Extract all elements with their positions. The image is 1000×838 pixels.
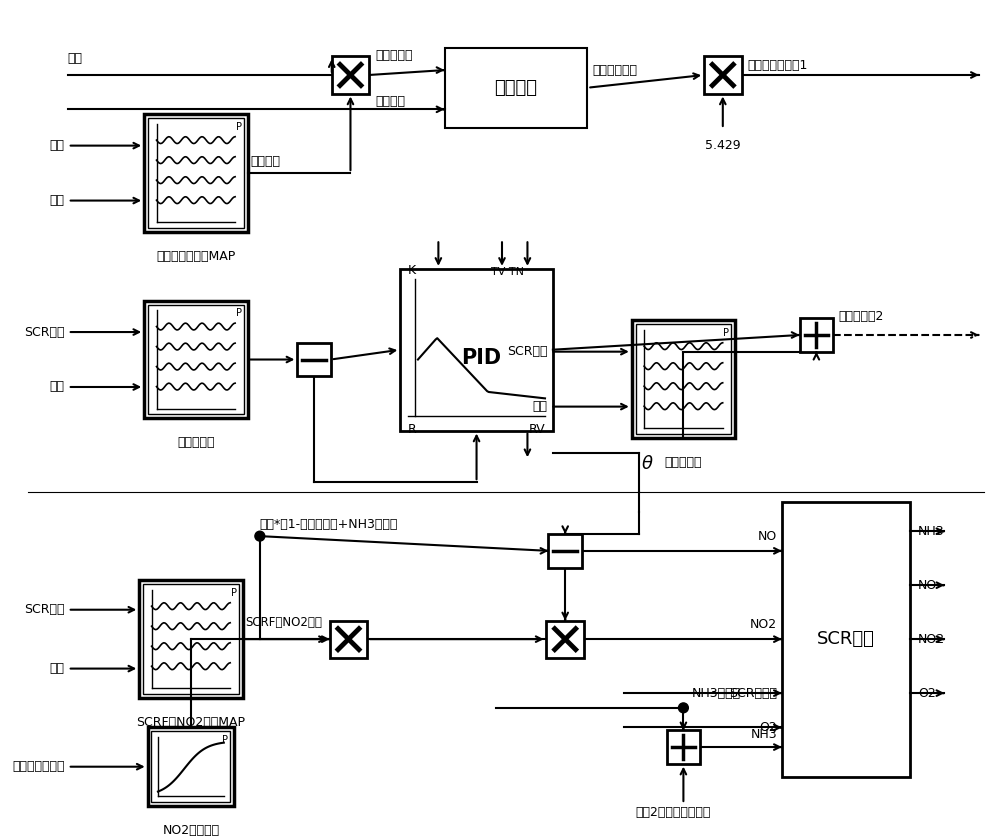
Bar	[548, 534, 582, 567]
Text: 氨储设定值: 氨储设定值	[177, 436, 215, 449]
Text: 喷嘴2实际尿素喷射量: 喷嘴2实际尿素喷射量	[636, 806, 711, 819]
Text: 转化效率: 转化效率	[250, 155, 280, 168]
Text: 尿素喷射量2: 尿素喷射量2	[838, 310, 883, 323]
Text: SCR温度: SCR温度	[24, 603, 65, 616]
Text: 空速: 空速	[50, 662, 65, 675]
Bar	[139, 580, 243, 698]
Bar	[297, 343, 331, 376]
Bar	[330, 620, 367, 658]
Bar	[782, 502, 910, 777]
Text: SCR模型: SCR模型	[817, 630, 875, 648]
Text: SCR温度: SCR温度	[507, 345, 547, 358]
Circle shape	[678, 703, 688, 713]
Bar	[144, 301, 248, 418]
Text: 5.429: 5.429	[705, 139, 741, 152]
Text: θ: θ	[642, 455, 653, 473]
Bar	[148, 118, 244, 228]
Text: P: P	[236, 308, 242, 318]
Text: NH3传感器: NH3传感器	[691, 687, 740, 700]
Bar	[445, 48, 587, 128]
Text: NO: NO	[758, 530, 777, 543]
Text: TV TN: TV TN	[491, 266, 524, 277]
Bar	[632, 320, 735, 438]
Bar	[704, 56, 742, 94]
Text: NO2: NO2	[750, 618, 777, 631]
Text: 排气流量: 排气流量	[375, 95, 405, 108]
Text: 前馈氨氮比: 前馈氨氮比	[665, 456, 702, 468]
Text: O2: O2	[759, 721, 777, 734]
Bar	[144, 114, 248, 232]
Text: 氨的质量流量: 氨的质量流量	[592, 64, 637, 76]
Text: 转化效率设定值MAP: 转化效率设定值MAP	[156, 250, 235, 262]
Text: 需求尿素喷射量1: 需求尿素喷射量1	[747, 59, 808, 72]
Text: 空速: 空速	[50, 194, 65, 207]
Text: 空速: 空速	[532, 400, 547, 413]
Text: 单位转化: 单位转化	[494, 79, 537, 96]
Text: SCRF后NO2比例MAP: SCRF后NO2比例MAP	[136, 716, 245, 729]
Text: NO: NO	[918, 579, 937, 592]
Text: NH3: NH3	[918, 525, 944, 538]
Bar	[800, 318, 833, 352]
Text: PID: PID	[461, 348, 502, 368]
Circle shape	[255, 531, 265, 541]
Text: O2: O2	[918, 686, 936, 700]
Bar	[151, 732, 230, 802]
Text: 温度: 温度	[50, 139, 65, 153]
Text: NO2: NO2	[918, 633, 945, 645]
Text: RV: RV	[528, 423, 545, 436]
Text: 氨需求浓度: 氨需求浓度	[375, 49, 413, 62]
Text: P: P	[231, 588, 237, 598]
Text: R: R	[408, 423, 417, 436]
Text: P: P	[723, 328, 729, 338]
Bar	[400, 269, 553, 431]
Text: SCRF后NO2比例: SCRF后NO2比例	[246, 616, 322, 629]
Text: SCR温度: SCR温度	[24, 325, 65, 339]
Text: 转化效率设定值: 转化效率设定值	[12, 760, 65, 773]
Text: K: K	[408, 264, 416, 277]
Text: 空速: 空速	[50, 380, 65, 394]
Text: 原排*（1-转化效率）+NH3传感器: 原排*（1-转化效率）+NH3传感器	[260, 518, 398, 530]
Bar	[148, 727, 234, 806]
Bar	[143, 584, 239, 694]
Bar	[546, 620, 584, 658]
Text: 原排: 原排	[68, 52, 83, 65]
Bar	[148, 304, 244, 415]
Text: NH3: NH3	[750, 728, 777, 741]
Text: NO2修正系数: NO2修正系数	[162, 824, 219, 836]
Text: P: P	[236, 122, 242, 132]
Bar	[332, 56, 369, 94]
Text: SCR前温度: SCR前温度	[729, 686, 777, 700]
Bar	[636, 324, 731, 434]
Bar	[667, 731, 700, 763]
Text: P: P	[222, 735, 228, 745]
